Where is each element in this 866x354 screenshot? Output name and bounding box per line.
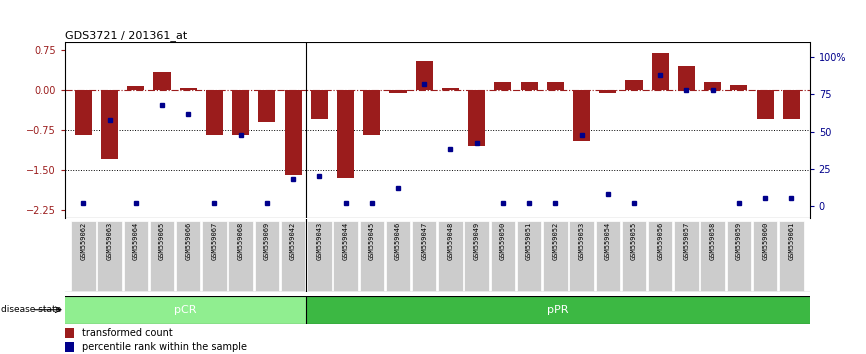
Text: GSM559057: GSM559057 <box>683 222 689 260</box>
Bar <box>307 221 332 291</box>
Bar <box>124 221 148 291</box>
Text: GSM559051: GSM559051 <box>527 222 532 260</box>
Bar <box>232 90 249 135</box>
Bar <box>491 221 515 291</box>
Text: GSM559044: GSM559044 <box>343 222 348 260</box>
Text: GSM559069: GSM559069 <box>264 222 270 260</box>
Text: pCR: pCR <box>174 305 197 315</box>
Text: GSM559059: GSM559059 <box>736 222 742 260</box>
Text: GSM559048: GSM559048 <box>448 222 454 260</box>
Bar <box>150 221 174 291</box>
Text: GSM559050: GSM559050 <box>500 222 506 260</box>
Bar <box>307 296 810 324</box>
Bar <box>517 221 541 291</box>
Text: GSM559056: GSM559056 <box>657 222 663 260</box>
Bar <box>730 85 747 90</box>
Text: percentile rank within the sample: percentile rank within the sample <box>81 342 247 352</box>
Bar <box>573 90 590 141</box>
Bar <box>704 82 721 90</box>
Bar <box>176 221 200 291</box>
Text: GSM559058: GSM559058 <box>709 222 715 260</box>
Bar <box>258 90 275 122</box>
Bar <box>599 90 617 93</box>
Bar <box>520 82 538 90</box>
Bar <box>65 328 74 338</box>
Bar <box>97 221 122 291</box>
Text: GSM559063: GSM559063 <box>107 222 113 260</box>
Bar <box>648 221 673 291</box>
Bar <box>255 221 279 291</box>
Text: GSM559066: GSM559066 <box>185 222 191 260</box>
Bar <box>337 90 354 178</box>
Bar <box>753 221 778 291</box>
Text: transformed count: transformed count <box>81 328 172 338</box>
Bar <box>779 221 804 291</box>
Bar <box>206 90 223 135</box>
Bar <box>494 82 512 90</box>
Text: GSM559046: GSM559046 <box>395 222 401 260</box>
Text: pPR: pPR <box>547 305 569 315</box>
Bar <box>153 72 171 90</box>
Bar <box>596 221 620 291</box>
Text: GSM559068: GSM559068 <box>237 222 243 260</box>
Bar <box>281 221 306 291</box>
Text: GSM559052: GSM559052 <box>553 222 559 260</box>
Bar <box>727 221 751 291</box>
Text: GSM559064: GSM559064 <box>132 222 139 260</box>
Bar <box>625 80 643 90</box>
Bar <box>74 90 92 135</box>
Bar <box>543 221 567 291</box>
Bar <box>622 221 646 291</box>
Bar <box>569 221 594 291</box>
Bar <box>333 221 358 291</box>
Bar <box>363 90 380 135</box>
Text: GSM559049: GSM559049 <box>474 222 480 260</box>
Text: GSM559060: GSM559060 <box>762 222 768 260</box>
Bar <box>202 221 227 291</box>
Bar <box>229 221 253 291</box>
Bar <box>701 221 725 291</box>
Bar <box>678 67 695 90</box>
Bar <box>675 221 699 291</box>
Text: GDS3721 / 201361_at: GDS3721 / 201361_at <box>65 30 187 41</box>
Text: GSM559065: GSM559065 <box>159 222 165 260</box>
Text: GSM559047: GSM559047 <box>421 222 427 260</box>
Text: GSM559054: GSM559054 <box>604 222 611 260</box>
Bar <box>469 90 485 146</box>
Bar <box>442 88 459 90</box>
Bar <box>438 221 462 291</box>
Bar <box>311 90 328 120</box>
Bar <box>127 86 145 90</box>
Bar <box>65 342 74 352</box>
Text: GSM559062: GSM559062 <box>81 222 87 260</box>
Bar <box>385 221 410 291</box>
Bar <box>546 82 564 90</box>
Text: GSM559045: GSM559045 <box>369 222 375 260</box>
Bar <box>464 221 489 291</box>
Text: GSM559055: GSM559055 <box>631 222 637 260</box>
Bar <box>359 221 384 291</box>
Text: disease state: disease state <box>1 305 61 314</box>
Bar <box>757 90 773 120</box>
Bar <box>390 90 406 93</box>
Text: GSM559043: GSM559043 <box>316 222 322 260</box>
Bar <box>71 221 95 291</box>
Bar <box>652 53 669 90</box>
Bar <box>179 88 197 90</box>
Text: GSM559042: GSM559042 <box>290 222 296 260</box>
Bar <box>285 90 301 175</box>
Bar <box>65 296 307 324</box>
Bar <box>416 61 433 90</box>
Bar <box>101 90 118 159</box>
Text: GSM559061: GSM559061 <box>788 222 794 260</box>
Bar <box>783 90 800 120</box>
Bar <box>412 221 436 291</box>
Text: GSM559053: GSM559053 <box>578 222 585 260</box>
Text: GSM559067: GSM559067 <box>211 222 217 260</box>
